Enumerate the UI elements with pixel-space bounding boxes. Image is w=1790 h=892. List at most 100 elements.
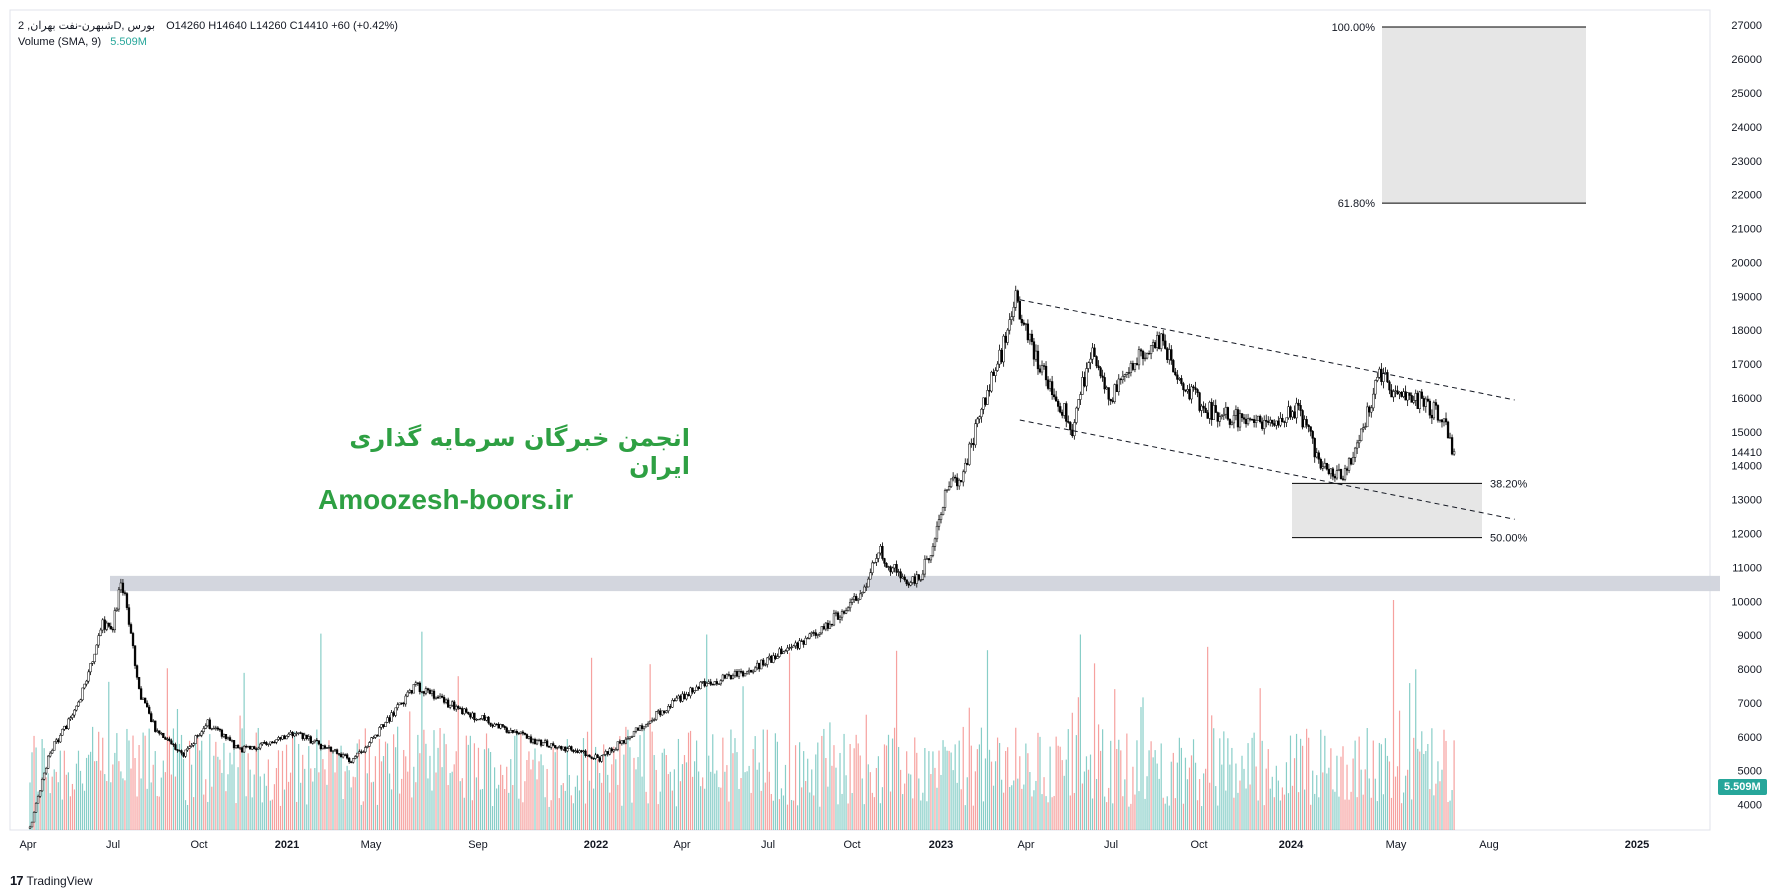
volume-bar: [617, 784, 619, 830]
volume-bar: [691, 776, 694, 830]
candle-body: [1341, 478, 1345, 480]
volume-bar: [316, 729, 318, 830]
candle-body: [1376, 377, 1379, 381]
volume-bar: [1156, 763, 1158, 830]
volume-bar: [489, 751, 492, 830]
candle-body: [927, 558, 931, 561]
volume-bar: [724, 771, 726, 830]
volume-bar: [53, 769, 55, 830]
volume-bar: [841, 793, 843, 830]
volume-bar: [720, 787, 722, 830]
volume-bar: [506, 766, 508, 830]
volume-bar: [554, 752, 556, 830]
channel-upper-line: [1019, 299, 1515, 401]
volume-bar: [710, 771, 712, 830]
tradingview-brand[interactable]: 17 TradingView: [10, 873, 93, 888]
candle-body: [543, 740, 547, 743]
volume-bar: [696, 740, 698, 830]
candle-body: [356, 752, 359, 757]
legend-symbol-row[interactable]: شبهرن-نفت بهران, 2D, بورس O14260 H14640 …: [18, 18, 398, 34]
volume-bar: [679, 781, 682, 830]
candle-body: [659, 710, 662, 716]
volume-bar: [974, 771, 976, 830]
channel-lower-line: [1019, 419, 1515, 520]
volume-bar: [1081, 783, 1084, 830]
volume-bar: [475, 777, 478, 830]
candle-body: [661, 710, 664, 716]
candle-body: [1412, 400, 1415, 403]
volume-bar: [1091, 798, 1094, 830]
volume-bar: [296, 801, 298, 830]
volume-bar: [132, 735, 134, 830]
volume-bar: [819, 806, 821, 830]
volume-bar: [809, 792, 811, 830]
volume-bar: [811, 769, 813, 830]
volume-bar: [502, 774, 504, 830]
volume-bar: [570, 795, 572, 830]
volume-bar: [176, 708, 179, 830]
volume-bar: [1063, 775, 1065, 830]
candle-body: [790, 646, 793, 649]
candle-body: [1174, 371, 1177, 376]
volume-bar: [92, 726, 94, 830]
legend-volume-row[interactable]: Volume (SMA, 9) 5.509M: [18, 34, 398, 50]
candle-body: [1030, 333, 1034, 342]
candle-body: [206, 719, 209, 727]
volume-bar: [120, 771, 122, 830]
volume-bar: [1304, 789, 1306, 830]
candle-body: [978, 416, 981, 420]
volume-bar: [37, 791, 39, 830]
volume-bar: [382, 756, 385, 830]
candle-body: [479, 718, 482, 720]
volume-bar: [445, 744, 447, 830]
volume-bar: [233, 749, 235, 830]
candle-body: [1410, 395, 1413, 403]
candle-body: [125, 593, 129, 608]
candle-body: [368, 742, 371, 747]
candle-body: [265, 742, 268, 745]
candle-body: [885, 563, 888, 568]
candle-body: [994, 370, 997, 376]
candle-body: [830, 623, 834, 626]
volume-bar: [1368, 778, 1370, 830]
volume-bar: [348, 770, 350, 830]
candle-body: [1297, 402, 1300, 406]
candle-body: [1224, 407, 1227, 415]
volume-bar: [574, 786, 576, 830]
candle-body: [707, 681, 710, 684]
candle-body: [788, 647, 791, 649]
candle-body: [1416, 393, 1419, 409]
volume-bar: [148, 728, 150, 830]
candle-body: [848, 602, 852, 609]
candle-body: [729, 675, 733, 680]
volume-bar: [83, 790, 86, 830]
candle-body: [489, 722, 492, 726]
candle-body: [499, 724, 502, 729]
candle-body: [1178, 378, 1181, 380]
candle-body: [386, 717, 389, 723]
x-tick-label: Aug: [1479, 839, 1499, 851]
volume-bar: [1079, 634, 1081, 830]
candle-body: [1172, 360, 1175, 373]
volume-bar: [754, 736, 756, 830]
volume-bar: [1277, 780, 1279, 830]
candle-body: [1337, 469, 1341, 471]
volume-bar: [817, 742, 819, 830]
candle-body: [721, 674, 725, 681]
volume-bar: [968, 707, 970, 830]
candle-body: [929, 555, 933, 561]
volume-bar: [645, 791, 647, 830]
volume-bar: [1186, 779, 1189, 830]
volume-bar: [1398, 710, 1401, 830]
volume-last-badge: 5.509M: [1718, 779, 1767, 795]
volume-bar: [948, 750, 950, 830]
candle-body: [107, 622, 110, 627]
candle-body: [160, 732, 163, 735]
y-tick-label: 19000: [1731, 291, 1762, 303]
candle-body: [778, 648, 781, 657]
candle-body: [424, 688, 428, 694]
candle-body: [34, 802, 38, 813]
candle-body: [1436, 405, 1440, 421]
volume-bar: [792, 800, 795, 830]
